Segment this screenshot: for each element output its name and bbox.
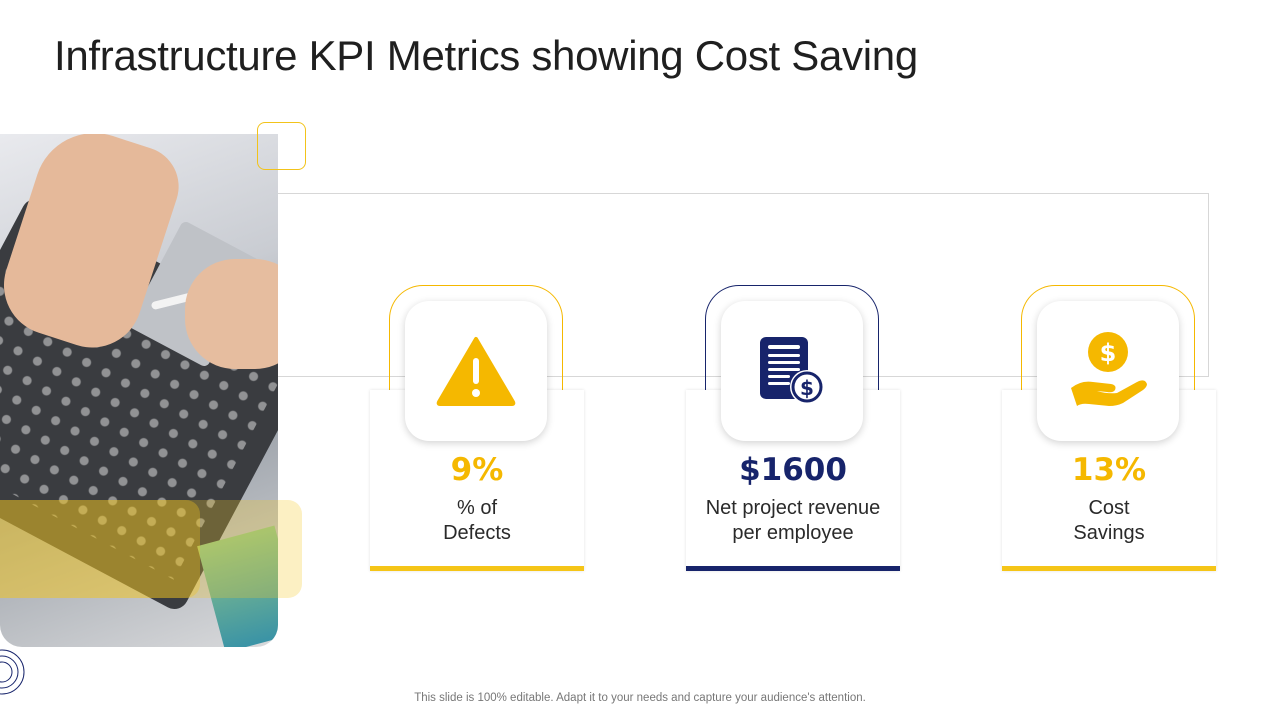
svg-text:$: $ — [800, 376, 814, 400]
kpi-card-bar — [370, 566, 584, 571]
decorative-yellow-square — [257, 122, 306, 170]
kpi-label-line1: % of — [456, 497, 498, 519]
kpi-icon-box-revenue: $ — [721, 301, 863, 441]
kpi-arch-revenue — [705, 285, 879, 391]
kpi-label-line2: Defects — [443, 522, 511, 544]
kpi-value-revenue: $1600 — [739, 452, 847, 488]
footer-note: This slide is 100% editable. Adapt it to… — [414, 692, 866, 704]
kpi-card-bar — [686, 566, 900, 571]
kpi-icon-box-defects — [405, 301, 547, 441]
kpi-label-revenue: Net project revenue per employee — [686, 496, 900, 546]
kpi-arch-defects — [389, 285, 563, 391]
laptop-photo — [0, 134, 278, 647]
slide-title: Infrastructure KPI Metrics showing Cost … — [54, 32, 918, 79]
kpi-label-defects: % of Defects — [370, 496, 584, 546]
warning-icon — [436, 337, 516, 406]
invoice-dollar-icon: $ — [760, 337, 824, 404]
kpi-card-bar — [1002, 566, 1216, 571]
hand-coin-icon: $ — [1071, 332, 1147, 406]
kpi-label-savings: Cost Savings — [1002, 496, 1216, 546]
kpi-label-line1: Cost — [1088, 497, 1130, 519]
kpi-label-line2: per employee — [732, 522, 854, 544]
kpi-arch-savings — [1021, 285, 1195, 391]
kpi-label-line2: Savings — [1073, 522, 1145, 544]
kpi-value-defects: 9% — [450, 452, 504, 488]
decorative-yellow-band-inner — [0, 500, 200, 598]
kpi-value-savings: 13% — [1071, 452, 1147, 488]
svg-text:$: $ — [1100, 339, 1117, 367]
kpi-icon-box-savings: $ — [1037, 301, 1179, 441]
kpi-label-line1: Net project revenue — [705, 497, 881, 519]
concentric-circles-icon — [0, 649, 25, 695]
decorative-yellow-band — [0, 500, 302, 598]
